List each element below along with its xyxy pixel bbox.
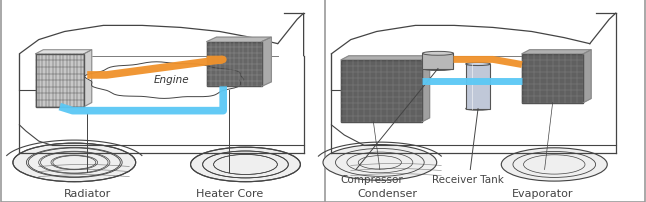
Circle shape xyxy=(323,145,437,180)
Polygon shape xyxy=(422,57,430,122)
Text: Evaporator: Evaporator xyxy=(512,188,574,198)
Text: Radiator: Radiator xyxy=(63,188,111,198)
Circle shape xyxy=(191,147,300,182)
Polygon shape xyxy=(583,50,591,103)
Polygon shape xyxy=(85,62,244,99)
Polygon shape xyxy=(36,50,92,55)
Polygon shape xyxy=(207,38,271,42)
Circle shape xyxy=(501,148,607,181)
Text: Compressor: Compressor xyxy=(340,174,403,184)
Ellipse shape xyxy=(466,63,490,66)
Text: Condenser: Condenser xyxy=(358,188,417,198)
Polygon shape xyxy=(262,38,271,87)
Text: Receiver Tank: Receiver Tank xyxy=(432,174,505,184)
Polygon shape xyxy=(341,57,430,61)
Ellipse shape xyxy=(422,67,453,71)
Polygon shape xyxy=(522,50,591,55)
Bar xyxy=(36,55,84,107)
Circle shape xyxy=(13,143,136,182)
Text: Engine: Engine xyxy=(153,75,189,85)
Bar xyxy=(466,65,490,109)
Text: Heater Core: Heater Core xyxy=(196,188,263,198)
Bar xyxy=(341,61,422,122)
Bar xyxy=(522,55,583,103)
Polygon shape xyxy=(84,50,92,107)
Bar xyxy=(422,54,453,69)
Ellipse shape xyxy=(466,107,490,111)
Bar xyxy=(207,42,262,87)
Ellipse shape xyxy=(422,52,453,56)
